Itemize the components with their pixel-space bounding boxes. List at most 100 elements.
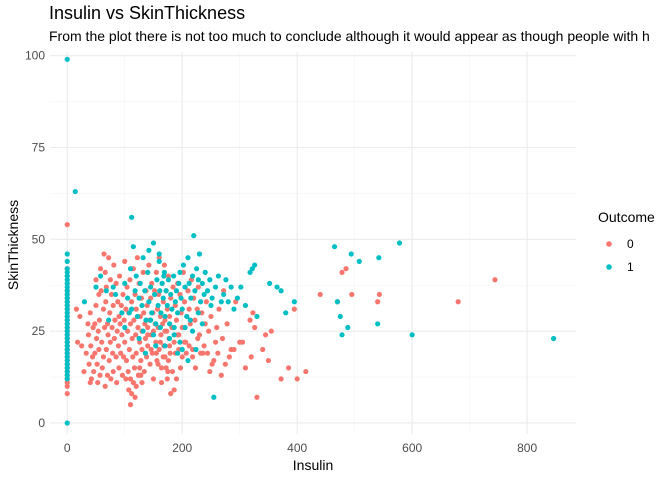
data-point-outcome-0 <box>214 324 220 331</box>
data-point-outcome-0 <box>113 280 119 287</box>
data-point-outcome-1 <box>110 284 116 290</box>
data-point-outcome-1 <box>112 291 119 298</box>
data-point-outcome-1 <box>189 273 196 279</box>
data-point-outcome-0 <box>139 379 145 386</box>
data-point-outcome-0 <box>168 295 174 301</box>
data-point-outcome-0 <box>141 368 147 375</box>
data-point-outcome-0 <box>171 387 177 393</box>
data-point-outcome-0 <box>164 306 170 312</box>
x-tick-label: 400 <box>287 441 307 455</box>
data-point-outcome-1 <box>148 284 154 290</box>
data-point-outcome-1 <box>64 56 70 62</box>
data-point-outcome-0 <box>64 379 70 386</box>
data-point-outcome-1 <box>396 240 403 246</box>
data-point-outcome-0 <box>145 343 151 349</box>
data-point-outcome-0 <box>375 299 381 305</box>
data-point-outcome-1 <box>179 306 185 312</box>
data-point-outcome-1 <box>184 313 190 320</box>
data-point-outcome-0 <box>127 277 133 283</box>
data-point-outcome-1 <box>125 295 131 301</box>
data-point-outcome-1 <box>64 284 70 290</box>
data-point-outcome-0 <box>181 299 188 305</box>
data-point-outcome-0 <box>79 343 85 349</box>
data-point-outcome-0 <box>222 361 228 367</box>
data-point-outcome-1 <box>64 277 70 283</box>
data-point-outcome-1 <box>146 299 152 305</box>
data-point-outcome-0 <box>127 376 134 382</box>
data-point-outcome-0 <box>209 361 215 367</box>
data-point-outcome-0 <box>140 269 146 275</box>
data-point-outcome-0 <box>125 328 131 334</box>
data-point-outcome-1 <box>193 266 200 272</box>
data-point-outcome-0 <box>132 291 138 298</box>
data-point-outcome-0 <box>139 346 145 353</box>
data-point-outcome-0 <box>219 335 226 342</box>
data-point-outcome-0 <box>73 306 80 312</box>
data-point-outcome-0 <box>265 357 272 364</box>
data-point-outcome-0 <box>122 339 128 345</box>
data-point-outcome-0 <box>185 288 191 294</box>
data-point-outcome-1 <box>283 310 289 316</box>
data-point-outcome-1 <box>189 328 196 334</box>
data-point-outcome-1 <box>182 324 188 331</box>
data-point-outcome-1 <box>195 310 201 316</box>
data-point-outcome-0 <box>74 339 81 345</box>
data-point-outcome-0 <box>161 262 167 268</box>
data-point-outcome-0 <box>148 346 154 353</box>
data-point-outcome-1 <box>64 365 70 371</box>
data-point-outcome-1 <box>142 288 148 294</box>
data-point-outcome-1 <box>157 324 163 331</box>
data-point-outcome-1 <box>175 350 181 356</box>
data-point-outcome-1 <box>223 277 229 283</box>
data-point-outcome-1 <box>221 291 227 298</box>
data-point-outcome-1 <box>130 244 136 250</box>
data-point-outcome-1 <box>64 273 70 279</box>
data-point-outcome-0 <box>88 343 94 349</box>
data-point-outcome-0 <box>112 317 118 323</box>
data-point-outcome-1 <box>185 357 191 364</box>
data-point-outcome-1 <box>126 310 132 316</box>
data-point-outcome-0 <box>152 288 158 294</box>
data-point-outcome-0 <box>92 350 98 356</box>
data-point-outcome-0 <box>166 343 173 349</box>
data-point-outcome-0 <box>93 302 99 309</box>
legend: Outcome 01 <box>598 209 655 274</box>
data-point-outcome-0 <box>204 350 211 356</box>
data-point-outcome-1 <box>185 255 191 261</box>
data-point-outcome-0 <box>103 346 109 353</box>
data-point-outcome-1 <box>164 302 170 309</box>
data-point-outcome-0 <box>126 346 132 353</box>
data-point-outcome-1 <box>187 317 193 323</box>
data-point-outcome-0 <box>376 291 382 298</box>
data-point-outcome-1 <box>193 346 199 353</box>
data-point-outcome-0 <box>216 306 222 312</box>
data-point-outcome-0 <box>133 332 139 338</box>
data-point-outcome-1 <box>119 310 125 316</box>
data-point-outcome-1 <box>218 299 224 305</box>
data-point-outcome-0 <box>162 328 168 334</box>
data-point-outcome-0 <box>198 350 204 356</box>
data-point-outcome-1 <box>176 280 182 287</box>
data-point-outcome-1 <box>64 376 70 382</box>
data-point-outcome-0 <box>119 372 126 378</box>
data-point-outcome-0 <box>100 354 107 360</box>
data-point-outcome-0 <box>102 269 108 275</box>
data-point-outcome-0 <box>64 383 70 389</box>
data-point-outcome-0 <box>183 350 189 356</box>
data-point-outcome-1 <box>134 313 140 320</box>
data-point-outcome-1 <box>198 299 204 305</box>
data-point-outcome-0 <box>117 321 123 327</box>
data-point-outcome-0 <box>226 354 232 360</box>
data-point-outcome-1 <box>180 262 186 268</box>
data-point-outcome-0 <box>107 310 113 316</box>
data-point-outcome-0 <box>135 324 141 331</box>
data-point-outcome-1 <box>64 310 70 316</box>
data-point-outcome-0 <box>201 343 207 349</box>
data-point-outcome-1 <box>177 269 183 275</box>
data-point-outcome-0 <box>157 339 163 345</box>
data-point-outcome-0 <box>116 365 122 371</box>
data-point-outcome-1 <box>291 299 297 305</box>
data-point-outcome-1 <box>64 288 70 294</box>
data-point-outcome-1 <box>173 288 180 294</box>
y-tick-label: 0 <box>38 416 45 430</box>
